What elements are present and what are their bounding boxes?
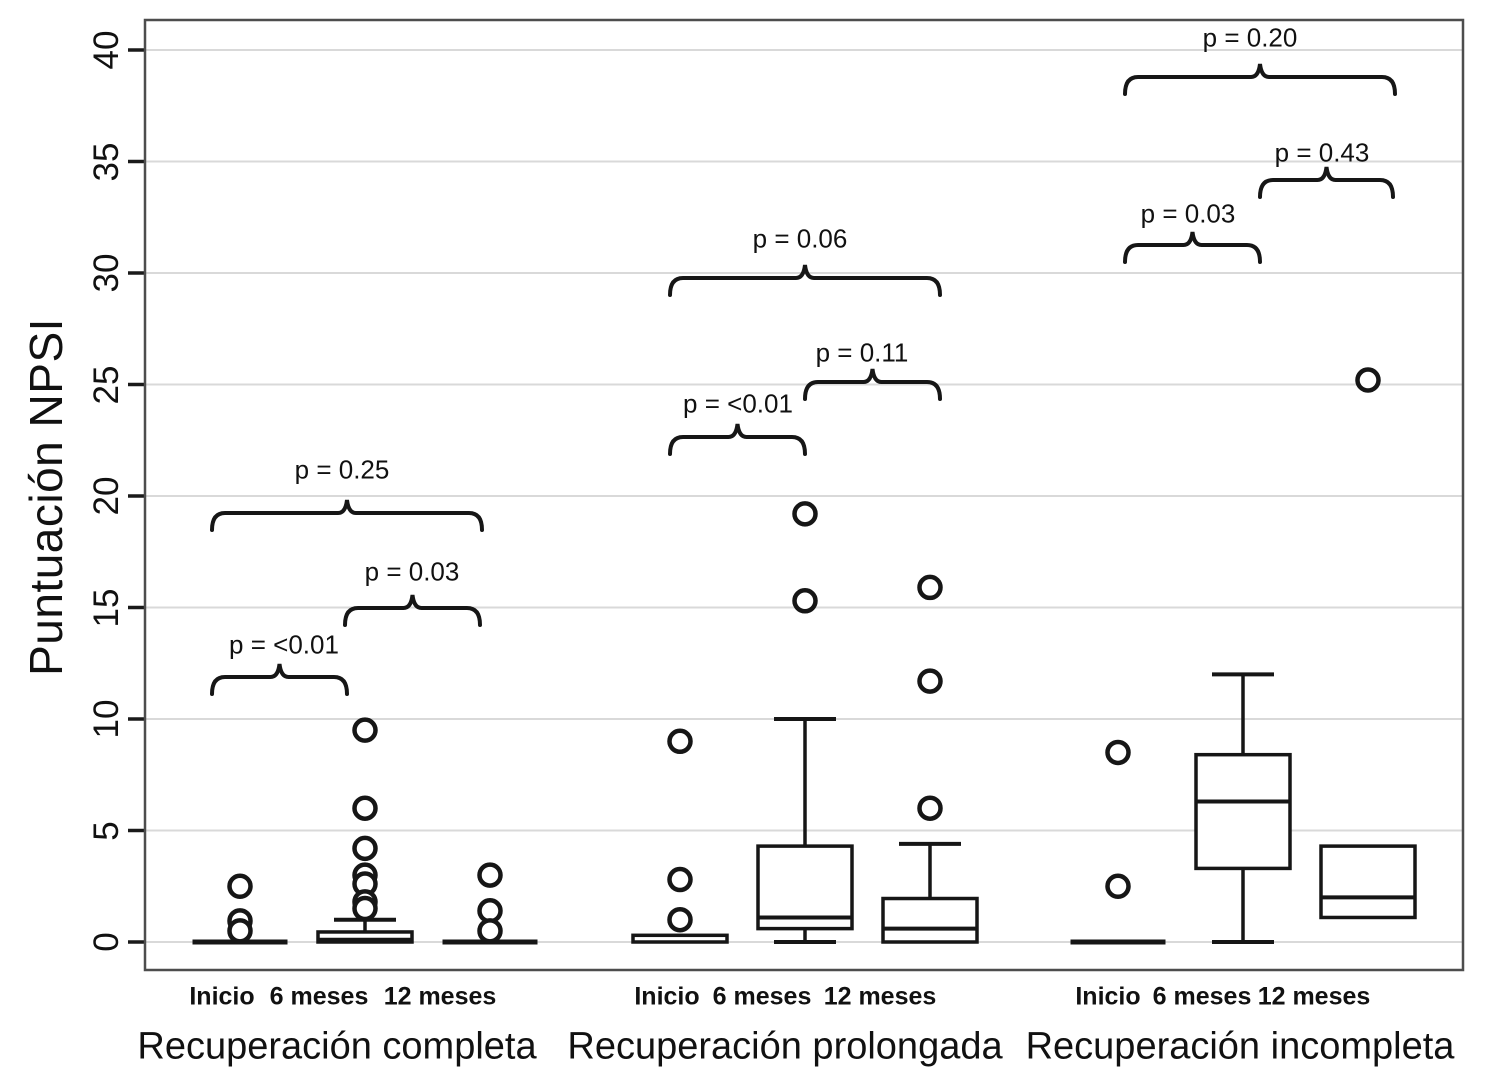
group-label-1: Recuperación prolongada <box>567 1025 1003 1068</box>
plot-frame <box>143 18 1465 972</box>
x-tick-label-6: Inicio <box>1075 982 1141 1011</box>
y-tick-label-5: 5 <box>87 820 126 841</box>
pvalue-label-1-1: p = 0.11 <box>815 337 909 368</box>
x-tick-label-2: 12 meses <box>383 982 497 1011</box>
y-tick-label-20: 20 <box>87 476 126 516</box>
box-1-2-outlier-1 <box>917 668 943 694</box>
pvalue-label-2-2: p = 0.20 <box>1202 22 1298 53</box>
y-tick-label-35: 35 <box>87 142 126 181</box>
pvalue-bracket-2-2 <box>1123 63 1397 96</box>
pvalue-bracket-1-0 <box>668 423 807 456</box>
box-0-1-outlier-6 <box>352 895 378 922</box>
box-1-1-outlier-1 <box>792 588 818 614</box>
pvalue-bracket-1-1 <box>803 368 942 401</box>
box-1-1-outlier-0 <box>792 501 818 527</box>
x-tick-label-8: 12 meses <box>1257 982 1371 1011</box>
box-0-1-outlier-0 <box>352 717 378 743</box>
x-tick-label-7: 6 meses <box>1152 982 1252 1011</box>
box-1-2-outlier-2 <box>917 795 943 821</box>
box-1-2-outlier-0 <box>917 574 943 601</box>
pvalue-label-0-1: p = 0.03 <box>364 556 460 587</box>
box-1-2-rect <box>881 896 979 944</box>
y-tick-label-25: 25 <box>87 365 126 404</box>
pvalue-label-2-0: p = 0.03 <box>1140 198 1236 229</box>
box-0-2-outlier-2 <box>477 918 503 944</box>
y-tick-label-40: 40 <box>87 30 126 70</box>
pvalue-label-1-0: p = <0.01 <box>683 388 793 419</box>
box-2-2-rect <box>1319 844 1417 920</box>
box-2-1-rect <box>1194 752 1292 871</box>
box-2-2-outlier-0 <box>1355 367 1381 393</box>
pvalue-bracket-2-1 <box>1258 166 1395 199</box>
box-1-0-outlier-2 <box>667 906 693 933</box>
group-label-0: Recuperación completa <box>137 1025 537 1068</box>
y-axis-title: Puntuación NPSI <box>20 318 72 676</box>
x-tick-label-4: 6 meses <box>712 982 812 1011</box>
box-0-0-outlier-0 <box>227 873 253 899</box>
pvalue-label-2-1: p = 0.43 <box>1274 137 1370 168</box>
pvalue-bracket-2-0 <box>1123 231 1262 264</box>
box-1-0-outlier-1 <box>667 866 693 893</box>
pvalue-label-1-2: p = 0.06 <box>752 223 848 254</box>
box-0-1-rect <box>316 930 414 944</box>
x-tick-label-1: 6 meses <box>269 982 369 1011</box>
x-tick-label-5: 12 meses <box>823 982 937 1011</box>
y-tick-label-30: 30 <box>87 253 126 293</box>
pvalue-bracket-1-2 <box>668 264 942 297</box>
box-0-0-outlier-2 <box>227 918 253 944</box>
group-label-2: Recuperación incompleta <box>1025 1025 1455 1068</box>
pvalue-bracket-0-0 <box>210 663 349 696</box>
pvalue-label-0-2: p = 0.25 <box>294 454 390 485</box>
box-1-1-rect <box>756 844 854 931</box>
box-1-0-outlier-0 <box>667 728 693 755</box>
pvalue-bracket-0-1 <box>343 594 482 627</box>
box-0-1-outlier-2 <box>352 835 378 862</box>
y-tick-label-15: 15 <box>87 588 126 627</box>
box-2-0-outlier-1 <box>1105 873 1131 899</box>
pvalue-bracket-0-2 <box>210 499 484 532</box>
x-tick-label-3: Inicio <box>634 982 700 1011</box>
y-tick-label-0: 0 <box>87 932 126 952</box>
box-0-2-outlier-0 <box>477 862 503 888</box>
y-tick-label-10: 10 <box>87 699 126 739</box>
box-2-0-outlier-0 <box>1105 739 1131 766</box>
pvalue-label-0-0: p = <0.01 <box>229 629 339 660</box>
box-1-0-rect <box>631 933 729 944</box>
x-tick-label-0: Inicio <box>189 982 255 1011</box>
box-0-1-outlier-1 <box>352 795 378 821</box>
